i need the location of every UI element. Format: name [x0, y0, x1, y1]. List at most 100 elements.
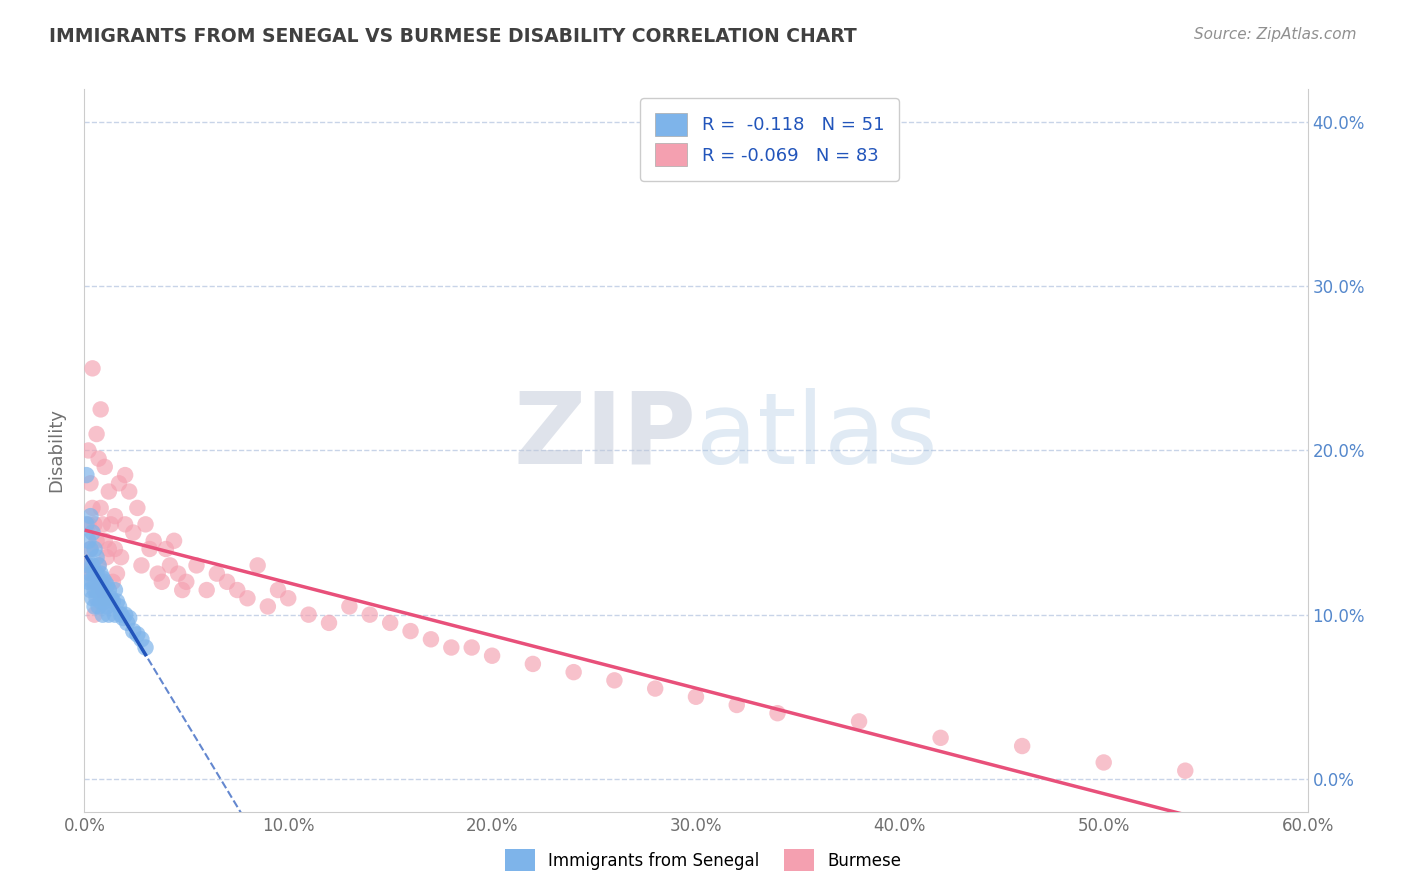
Point [86, 591, 108, 606]
Point [118, 484, 141, 499]
Point [91, 607, 114, 622]
Point [104, 607, 127, 622]
Point [82, 574, 104, 589]
Point [97, 582, 120, 597]
Point [848, 714, 870, 729]
Point [90, 574, 112, 589]
Text: IMMIGRANTS FROM SENEGAL VS BURMESE DISABILITY CORRELATION CHART: IMMIGRANTS FROM SENEGAL VS BURMESE DISAB… [49, 27, 858, 45]
Point [87, 599, 110, 614]
Point [75, 517, 97, 532]
Point [104, 509, 127, 524]
Point [522, 657, 544, 671]
Point [155, 541, 177, 556]
Point [246, 558, 269, 573]
Point [131, 558, 153, 573]
Point [86, 566, 108, 581]
Point [91, 572, 114, 586]
Point [380, 615, 402, 630]
Point [461, 640, 484, 655]
Point [101, 594, 124, 608]
Point [93, 533, 115, 548]
Point [399, 624, 422, 639]
Point [481, 648, 503, 663]
Point [127, 500, 149, 515]
Point [93, 591, 115, 606]
Point [83, 574, 105, 589]
Legend: Immigrants from Senegal, Burmese: Immigrants from Senegal, Burmese [496, 841, 910, 880]
Point [79, 476, 101, 491]
Point [96, 599, 118, 614]
Point [77, 558, 100, 573]
Point [90, 594, 112, 608]
Point [186, 558, 208, 573]
Point [93, 594, 115, 608]
Point [135, 640, 157, 655]
Point [420, 632, 443, 647]
Point [122, 525, 145, 540]
Point [97, 484, 120, 499]
Point [226, 582, 249, 597]
Point [318, 615, 340, 630]
Point [118, 611, 141, 625]
Point [359, 607, 381, 622]
Legend: R =  -0.118   N = 51, R = -0.069   N = 83: R = -0.118 N = 51, R = -0.069 N = 83 [640, 98, 898, 181]
Point [77, 517, 100, 532]
Point [91, 582, 114, 597]
Point [87, 582, 110, 597]
Point [562, 665, 585, 680]
Point [257, 599, 280, 614]
Point [82, 361, 104, 376]
Point [91, 588, 114, 602]
Point [603, 673, 626, 688]
Point [159, 558, 181, 573]
Point [267, 582, 290, 597]
Point [440, 640, 463, 655]
Point [114, 468, 136, 483]
Point [77, 574, 100, 589]
Point [725, 698, 748, 712]
Point [87, 574, 110, 589]
Point [115, 615, 138, 630]
Point [110, 607, 132, 622]
Point [79, 566, 101, 581]
Point [82, 500, 104, 515]
Point [127, 627, 149, 641]
Point [131, 632, 153, 647]
Point [766, 706, 789, 721]
Point [101, 574, 124, 589]
Point [75, 558, 97, 573]
Point [1011, 739, 1033, 753]
Point [82, 566, 104, 581]
Point [90, 578, 112, 592]
Point [96, 550, 118, 565]
Point [112, 611, 135, 625]
Point [77, 443, 100, 458]
Point [104, 582, 127, 597]
Point [83, 541, 105, 556]
Point [82, 525, 104, 540]
Point [138, 541, 160, 556]
Text: atlas: atlas [696, 387, 938, 484]
Point [97, 541, 120, 556]
Text: Source: ZipAtlas.com: Source: ZipAtlas.com [1194, 27, 1357, 42]
Point [1092, 756, 1115, 770]
Point [87, 451, 110, 466]
Point [79, 541, 101, 556]
Point [82, 558, 104, 573]
Point [87, 558, 110, 573]
Point [79, 541, 101, 556]
Point [163, 533, 186, 548]
Point [236, 591, 259, 606]
Point [150, 574, 173, 589]
Point [172, 582, 194, 597]
Point [90, 500, 112, 515]
Point [91, 517, 114, 532]
Point [79, 509, 101, 524]
Point [929, 731, 952, 745]
Point [167, 566, 190, 581]
Point [135, 517, 157, 532]
Y-axis label: Disability: Disability [48, 409, 66, 492]
Point [339, 599, 361, 614]
Point [79, 582, 101, 597]
Point [114, 517, 136, 532]
